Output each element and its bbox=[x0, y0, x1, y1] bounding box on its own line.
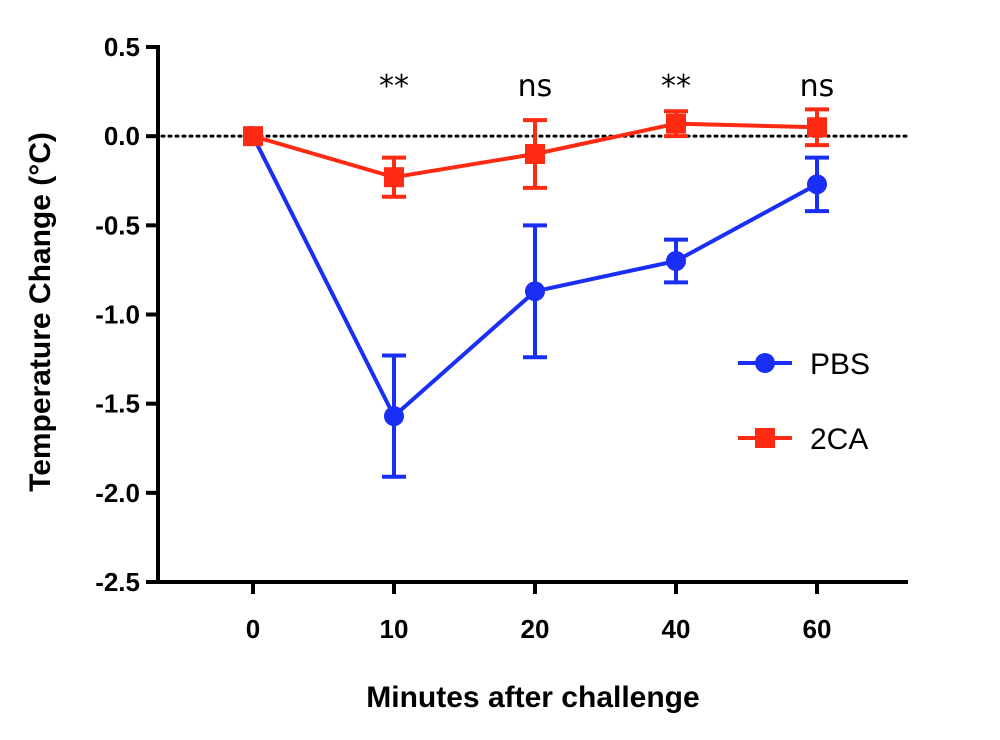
x-axis-title: Minutes after challenge bbox=[366, 681, 699, 714]
x-tick-label: 20 bbox=[521, 614, 550, 644]
y-tick-label: -1.0 bbox=[95, 300, 140, 330]
data-point bbox=[525, 144, 545, 164]
data-point bbox=[243, 126, 263, 147]
annotations: ** ns ** ns bbox=[379, 69, 834, 104]
axes: 0.5 0.0 -0.5 -1.0 -1.5 -2.0 -2.5 0 10 20 40 60 bbox=[95, 32, 908, 644]
legend-label: PBS bbox=[810, 348, 870, 381]
data-point bbox=[384, 167, 404, 188]
y-tick-label: 0.0 bbox=[104, 121, 140, 151]
legend-marker bbox=[755, 428, 775, 448]
series-2ca bbox=[243, 107, 829, 199]
legend-item-pbs: PBS bbox=[738, 348, 870, 381]
y-tick-label: -0.5 bbox=[95, 210, 140, 240]
legend-item-2ca: 2CA bbox=[738, 423, 868, 456]
data-point bbox=[666, 251, 686, 271]
significance-label: ns bbox=[800, 69, 835, 104]
x-tick-label: 40 bbox=[662, 614, 691, 644]
legend: PBS 2CA bbox=[738, 348, 870, 456]
data-point bbox=[525, 281, 545, 302]
significance-label: ns bbox=[518, 69, 553, 104]
x-tick-label: 60 bbox=[803, 614, 832, 644]
x-tick-label: 0 bbox=[246, 614, 260, 644]
significance-label: ** bbox=[661, 69, 691, 104]
legend-marker bbox=[755, 353, 775, 373]
y-tick-label: -1.5 bbox=[95, 389, 140, 419]
data-point bbox=[384, 406, 404, 427]
x-tick-label: 10 bbox=[380, 614, 409, 644]
y-tick-label: -2.5 bbox=[95, 567, 140, 597]
data-point bbox=[666, 113, 686, 134]
y-tick-label: 0.5 bbox=[104, 32, 140, 62]
legend-label: 2CA bbox=[810, 423, 868, 456]
series-layer bbox=[243, 107, 829, 479]
data-point bbox=[807, 174, 827, 195]
data-point bbox=[807, 117, 827, 138]
y-axis-title: Temperature Change (°C) bbox=[24, 132, 57, 492]
significance-label: ** bbox=[379, 69, 409, 104]
y-tick-label: -2.0 bbox=[95, 478, 140, 508]
